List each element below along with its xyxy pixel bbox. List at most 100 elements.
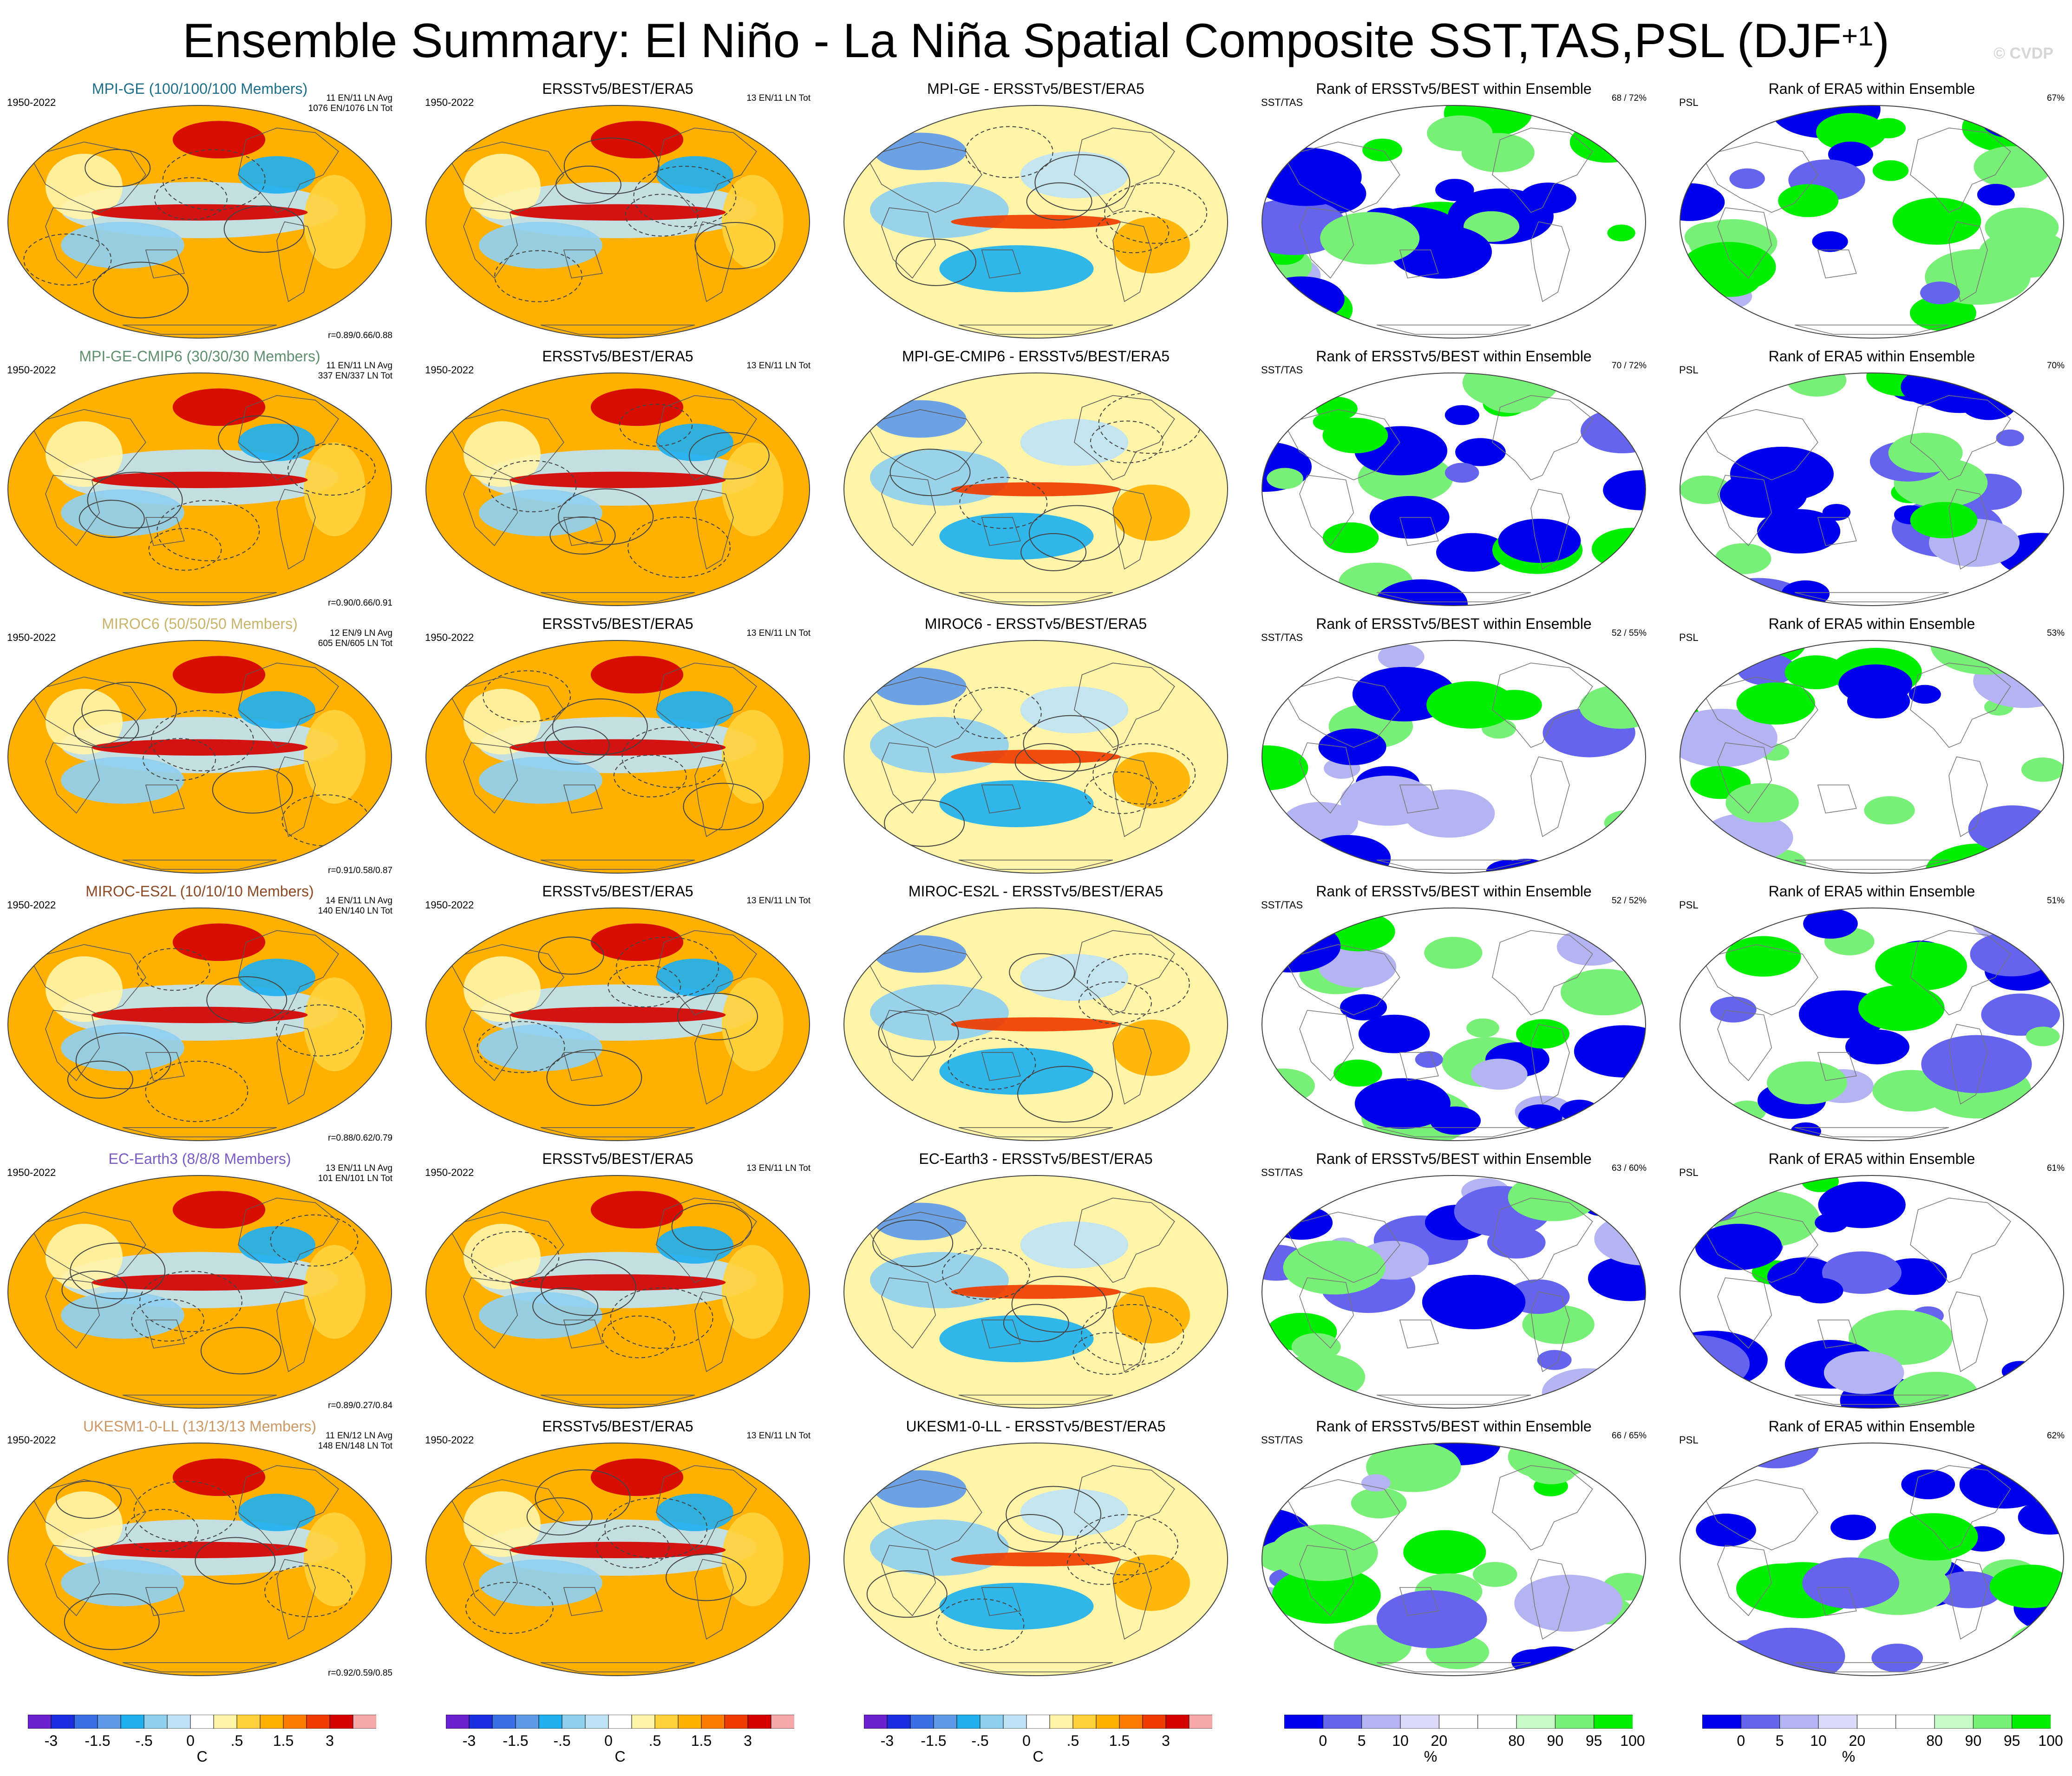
colorbar-tick-label: 3 [1162,1732,1170,1749]
colorbar-swatch [213,1715,237,1729]
panel-count: 13 EN/11 LN Tot [746,1431,810,1441]
coastline [1948,489,1988,570]
panel-count: 1076 EN/1076 LN Tot [308,104,392,113]
colorbar-swatch [236,1715,261,1729]
coastline [563,249,603,279]
colorbar-swatch [1189,1715,1212,1729]
panel-label: SST/TAS [1261,1434,1303,1446]
panel-label: PSL [1679,632,1699,643]
rank-psl-panel: Rank of ERA5 within Ensemble PSL 53% [1679,615,2065,878]
colorbar-unit-label: % [1424,1748,1438,1765]
coastline [1717,1010,1772,1081]
colorbar-swatch [1555,1715,1595,1729]
coastline [1948,1291,1988,1372]
map-border [425,640,810,874]
panel-count: 12 EN/9 LN Avg [330,628,392,638]
coastline [981,1587,1021,1616]
correlation-label: r=0.89/0.27/0.84 [328,1401,392,1410]
map-field [8,105,392,338]
colorbar-swatch [538,1715,562,1729]
rank-psl-panel: Rank of ERA5 within Ensemble PSL 62% [1679,1418,2065,1680]
coastline [1074,662,1175,748]
panel-title: EC-Earth3 (8/8/8 Members) [108,1150,291,1167]
colorbar-swatch [1594,1715,1633,1729]
colorbar-tick-label: 0 [1022,1732,1031,1749]
map-field [426,373,810,606]
world-map [1680,372,2064,606]
colorbar-swatch [329,1715,353,1729]
colorbar-swatch [74,1715,98,1729]
coastline [238,930,339,1016]
coastline [881,475,936,546]
coastline [447,1479,564,1551]
coastline [540,1127,695,1137]
correlation-label: r=0.89/0.66/0.88 [328,331,392,340]
coastline [463,1277,518,1349]
coastline [1701,1479,1818,1551]
panel-title: Rank of ERA5 within Ensemble [1768,348,1975,365]
coastline [45,1277,100,1349]
map-border [7,1175,392,1409]
coastline [238,1465,339,1551]
map-border [1680,1443,2064,1676]
map-border [1680,908,2064,1141]
coastline [447,409,564,481]
panel-title: MPI-GE-CMIP6 - ERSSTv5/BEST/ERA5 [902,348,1170,365]
coastline [29,1212,146,1283]
colorbar-tick-label: 95 [2003,1732,2020,1749]
coastline [1910,930,2011,1016]
panel-count: 13 EN/11 LN Tot [746,1163,810,1173]
colorbar-tick-label: -.5 [971,1732,989,1749]
coastline [1530,1024,1570,1105]
coastline [981,1319,1021,1349]
coastline [145,1587,185,1616]
coastline [122,1127,277,1137]
coastline [1817,249,1857,279]
colorbar-swatch [283,1715,307,1729]
map-field [844,908,1228,1141]
coastline [1376,592,1531,602]
panel-label: PSL [1679,899,1699,911]
coastline [1299,1545,1354,1616]
colorbar-tick-label: -3 [880,1732,894,1749]
colorbar-swatch [910,1715,934,1729]
panel-label: 1950-2022 [7,1434,56,1446]
coastline [1948,1559,1988,1640]
colorbar-tick-label: 3 [744,1732,752,1749]
coastline [447,1212,564,1283]
map-field [844,373,1228,606]
coastline [122,592,277,602]
coastline [1112,1291,1152,1372]
colorbar-tick-label: 20 [1849,1732,1866,1749]
world-map [425,640,810,874]
colorbar-swatch [1702,1715,1742,1729]
colorbar-swatch [1856,1715,1896,1729]
coastline [1376,1662,1531,1672]
coastline [276,756,316,837]
coastline [694,756,734,837]
coastline [1910,1197,2011,1283]
coastline [1794,859,1949,870]
colorbar-swatch [1516,1715,1556,1729]
map-field [844,1175,1228,1408]
colorbar-tick-label: 80 [1508,1732,1525,1749]
coastline [1717,1545,1772,1616]
panel-title: Rank of ERA5 within Ensemble [1768,883,1975,900]
coastline [1492,395,1593,481]
world-map [1262,105,1646,339]
colorbar-swatch [956,1715,980,1729]
rank-sst-panel: Rank of ERSSTv5/BEST within Ensemble SST/… [1261,348,1647,610]
coastline [540,1662,695,1672]
coastline [1492,1465,1593,1551]
colorbar-unit-label: % [1842,1748,1856,1765]
coastline [1283,1212,1400,1283]
coastline [1074,930,1175,1016]
world-map [843,372,1228,606]
difference-panel: UKESM1-0-LL - ERSSTv5/BEST/ERA5 [843,1418,1229,1680]
colorbar-tick-label: 90 [1965,1732,1982,1749]
difference-panel: EC-Earth3 - ERSSTv5/BEST/ERA5 [843,1150,1229,1413]
coastline [1399,1319,1439,1349]
panel-label: 1950-2022 [7,632,56,643]
coastline [958,592,1113,602]
panel-label: 1950-2022 [7,97,56,108]
